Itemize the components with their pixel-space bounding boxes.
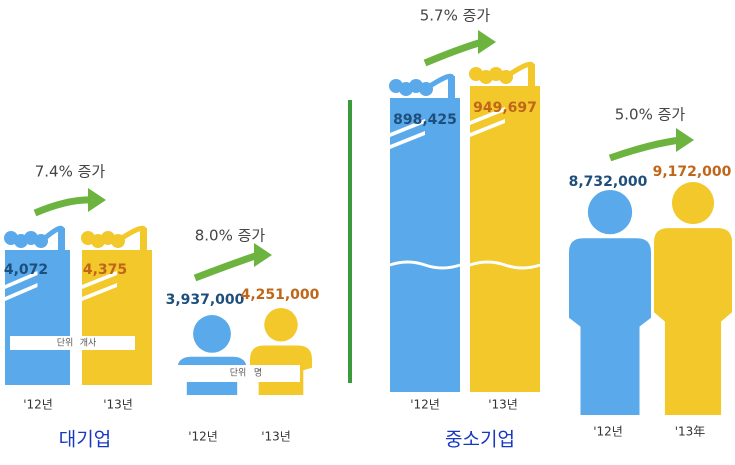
smoke [120, 225, 147, 241]
stripe [5, 283, 38, 301]
year: '12년 [593, 425, 623, 439]
arrowhead [478, 30, 496, 54]
value: 4,375 [83, 262, 127, 278]
unit: 명 [254, 368, 262, 379]
factory-body [470, 86, 540, 392]
unit: 개사 [80, 338, 97, 349]
value: 898,425 [393, 112, 457, 128]
smoke [34, 234, 48, 248]
smoke [428, 73, 455, 89]
stripe [470, 119, 505, 137]
stripe [5, 271, 38, 289]
year: '12년 [23, 398, 53, 412]
chimney [448, 76, 455, 98]
smoke [43, 225, 65, 240]
value: 8,732,000 [569, 174, 648, 190]
year: '13년 [103, 398, 133, 412]
head [264, 308, 298, 342]
unit-label: 단위 [57, 338, 74, 349]
value: 4,072 [4, 262, 48, 278]
body [654, 228, 732, 415]
increase: 8.0% 증가 [195, 227, 266, 245]
icons [4, 30, 732, 415]
year: '12년 [410, 398, 440, 412]
stripe [390, 131, 425, 149]
head [671, 182, 715, 225]
head [193, 315, 231, 353]
body [569, 238, 651, 415]
break [469, 260, 541, 270]
arrowhead [254, 243, 272, 267]
factory-body [390, 98, 460, 392]
arrow [193, 251, 260, 282]
stripe [82, 283, 117, 301]
arrow [33, 196, 93, 217]
year: '13年 [675, 425, 706, 439]
arrowhead [676, 128, 694, 152]
year: '13년 [488, 398, 518, 412]
value: 949,697 [473, 100, 537, 116]
break [389, 260, 461, 270]
chimney [528, 64, 535, 86]
stripe [390, 119, 425, 137]
unit-label: 단위 [230, 368, 247, 379]
smoke [419, 82, 433, 96]
unit-box [175, 365, 300, 382]
year: '12년 [188, 430, 218, 444]
unit-box [10, 336, 135, 350]
smoke [508, 61, 535, 77]
value: 9,172,000 [653, 164, 732, 180]
increase: 7.4% 증가 [35, 163, 106, 181]
group-title: 대기업 [59, 429, 111, 451]
increase: 5.0% 증가 [615, 106, 686, 124]
arrowhead [88, 188, 106, 212]
smoke [111, 234, 125, 248]
head [587, 190, 633, 235]
value: 4,251,000 [241, 287, 320, 303]
arrow [608, 136, 681, 162]
arrow [423, 38, 483, 67]
increase: 5.7% 증가 [420, 7, 491, 25]
value: 3,937,000 [166, 292, 245, 308]
smoke [499, 70, 513, 84]
stripe [470, 107, 505, 125]
chimney [140, 228, 147, 250]
year: '13년 [261, 430, 291, 444]
group-title: 중소기업 [445, 429, 515, 451]
chimney [58, 228, 65, 250]
stripe [82, 271, 117, 289]
